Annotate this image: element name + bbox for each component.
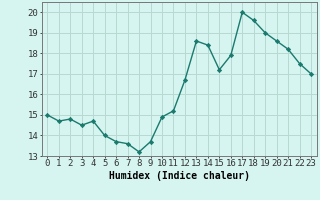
X-axis label: Humidex (Indice chaleur): Humidex (Indice chaleur) bbox=[109, 171, 250, 181]
